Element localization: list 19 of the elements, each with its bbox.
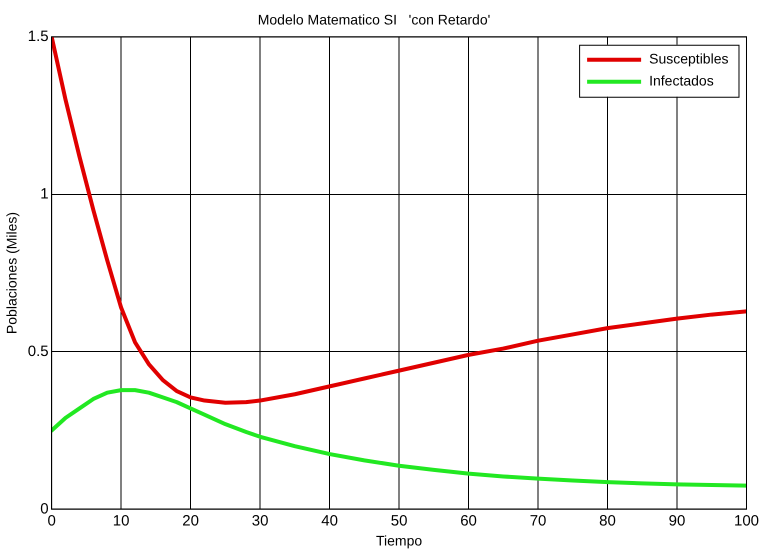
- y-tick-label: 0: [40, 500, 49, 518]
- legend-label: Susceptibles: [649, 50, 728, 67]
- x-tick-label: 50: [390, 512, 408, 530]
- x-tick-label: 100: [734, 512, 759, 530]
- y-tick-label: 1: [40, 185, 49, 202]
- x-tick-label: 70: [530, 512, 546, 530]
- chart-title: Modelo Matematico SI 'con Retardo': [258, 11, 490, 28]
- x-tick-label: 60: [460, 512, 477, 530]
- legend-label: Infectados: [649, 72, 714, 89]
- x-tick-label: 30: [252, 512, 268, 530]
- x-tick-label: 40: [321, 512, 338, 530]
- y-tick-label: 0.5: [28, 342, 49, 360]
- x-tick-label: 80: [599, 512, 616, 530]
- x-tick-label: 20: [182, 512, 199, 530]
- x-axis-title: Tiempo: [376, 532, 422, 548]
- y-axis-title: Poblaciones (Miles): [3, 212, 20, 334]
- x-tick-label: 10: [112, 512, 130, 530]
- y-tick-label: 1.5: [28, 28, 49, 45]
- x-tick-label: 90: [668, 512, 686, 530]
